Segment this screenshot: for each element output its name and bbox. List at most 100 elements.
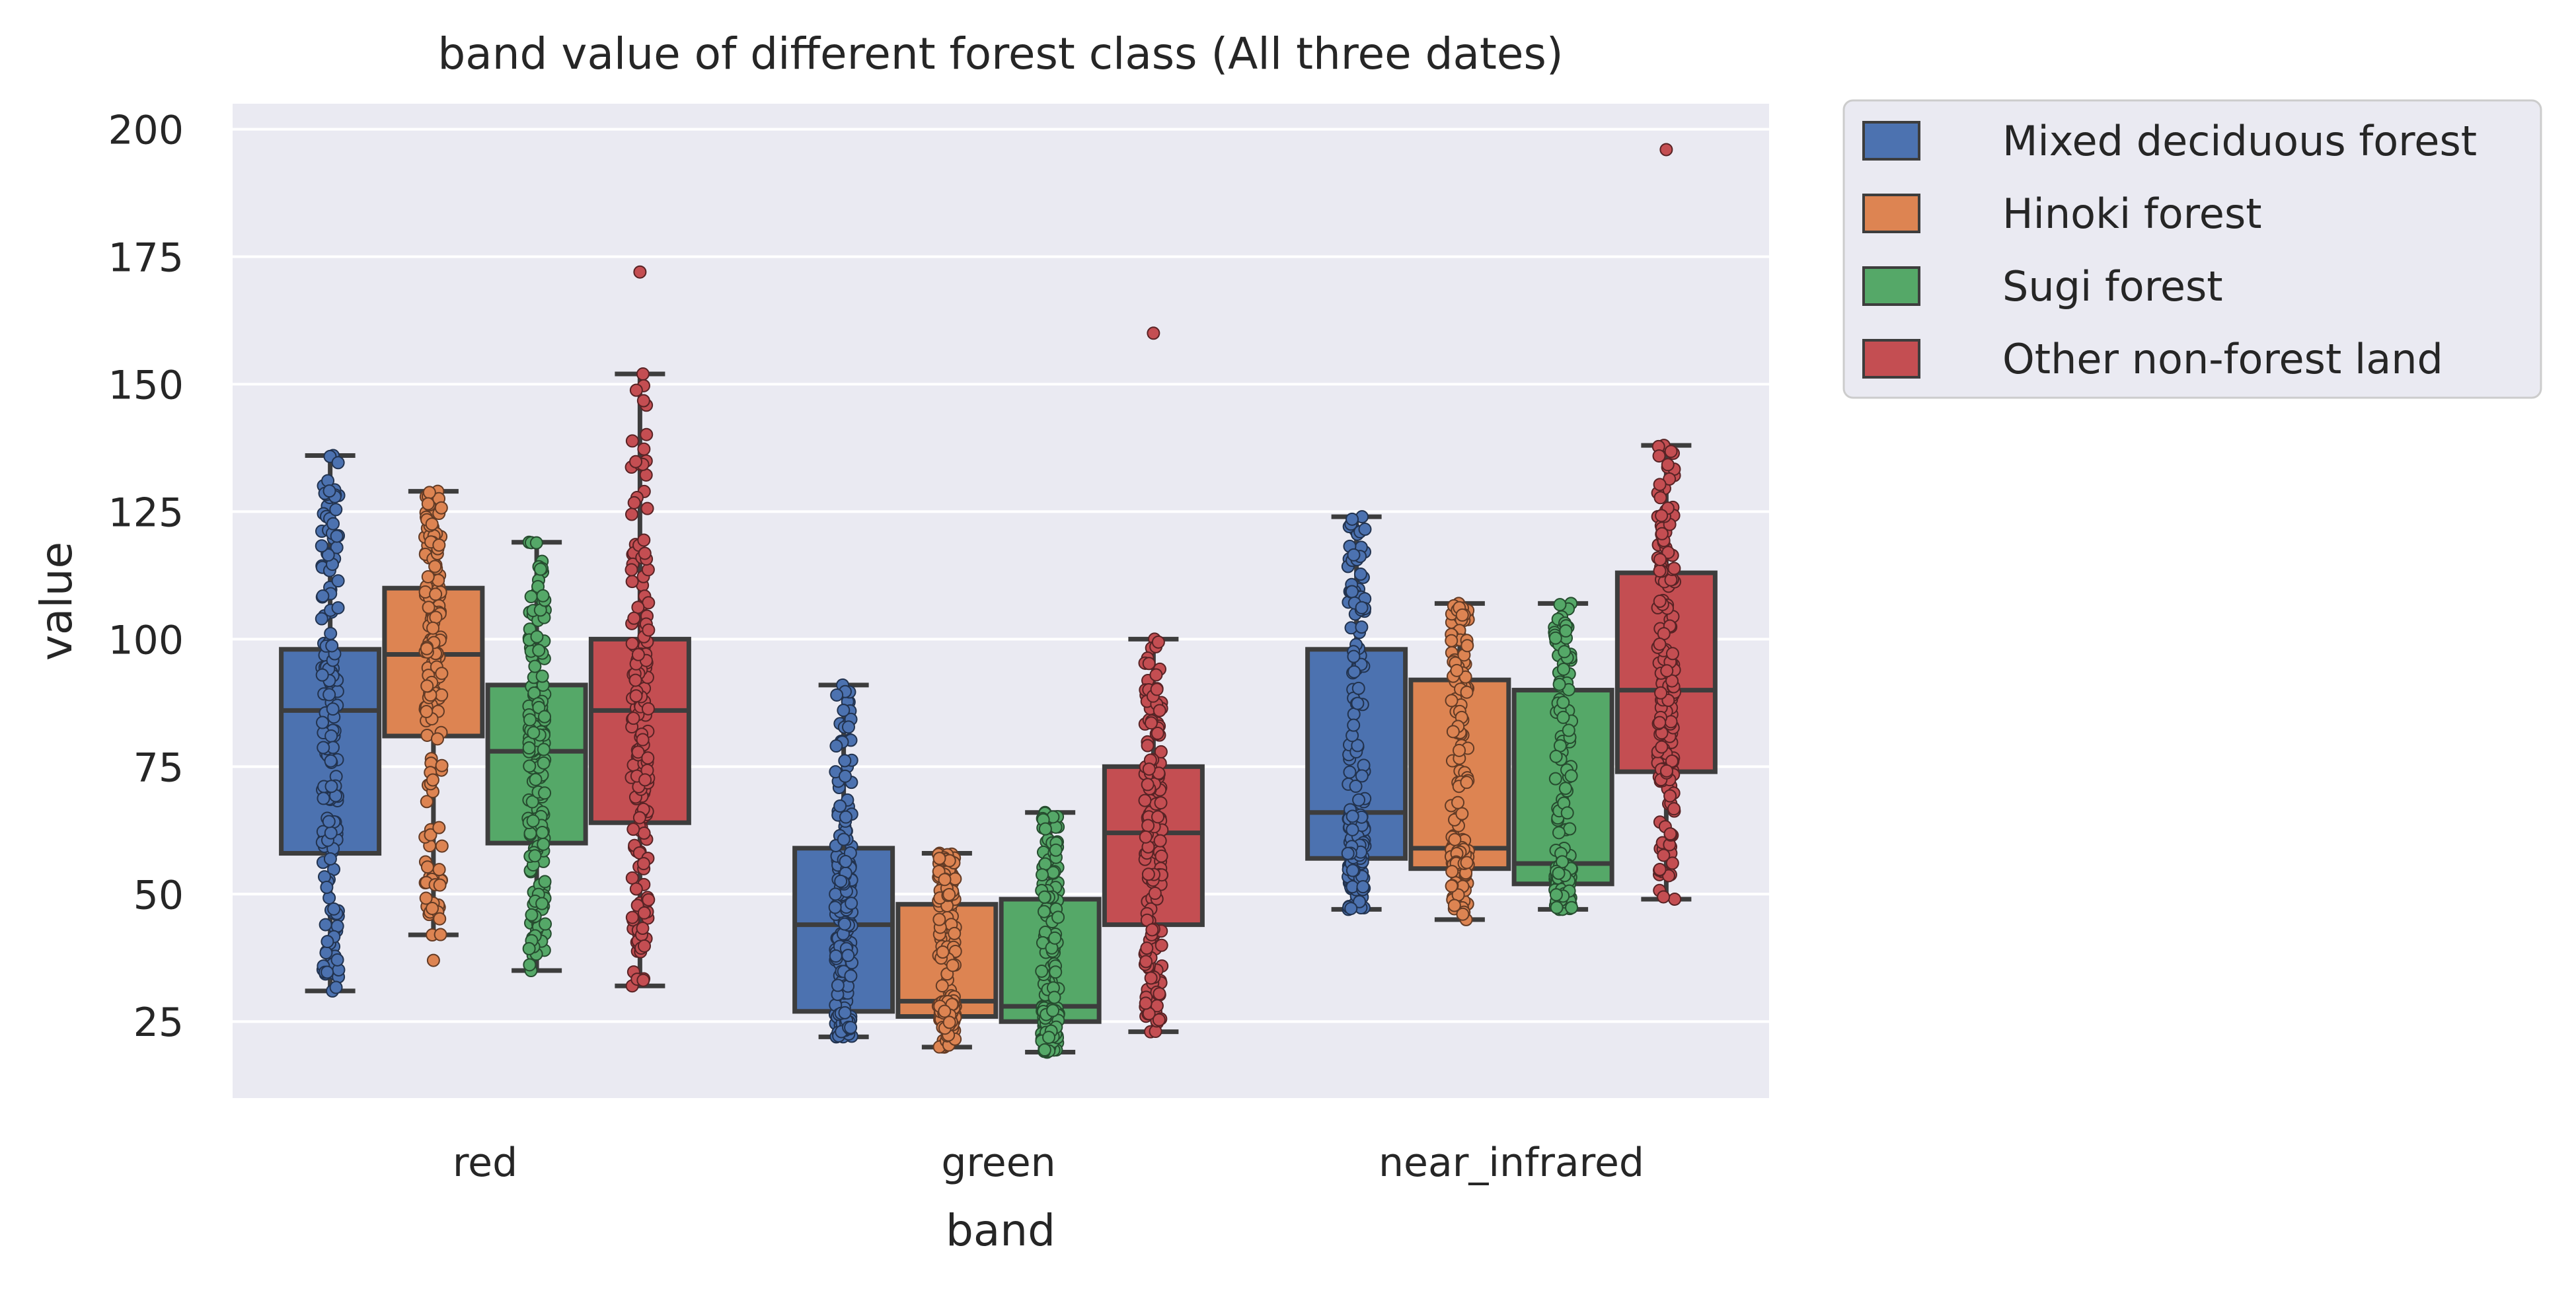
strip-point bbox=[523, 827, 537, 840]
strip-point bbox=[1665, 647, 1679, 661]
strip-point bbox=[942, 888, 956, 902]
strip-point bbox=[1460, 776, 1474, 790]
strip-point bbox=[316, 589, 330, 603]
strip-point bbox=[433, 912, 447, 926]
strip-point bbox=[1549, 749, 1563, 763]
strip-point bbox=[1663, 472, 1677, 486]
strip-point bbox=[324, 780, 338, 793]
strip-point bbox=[1345, 864, 1359, 877]
strip-point bbox=[330, 953, 344, 967]
strip-point bbox=[1552, 677, 1566, 691]
outlier-point bbox=[1147, 326, 1160, 340]
strip-point bbox=[1556, 696, 1570, 710]
strip-point bbox=[526, 814, 540, 828]
strip-point bbox=[1142, 657, 1156, 671]
strip-point bbox=[631, 601, 645, 614]
strip-point bbox=[1038, 822, 1052, 836]
strip-point bbox=[315, 668, 329, 682]
strip-point bbox=[632, 811, 646, 825]
strip-point bbox=[1455, 807, 1469, 821]
strip-point bbox=[1460, 685, 1474, 699]
legend-frame bbox=[1842, 99, 2542, 399]
strip-point bbox=[1558, 645, 1572, 659]
strip-point bbox=[636, 973, 650, 987]
strip-point bbox=[1456, 907, 1470, 921]
strip-point bbox=[535, 669, 549, 683]
strip-point bbox=[430, 732, 444, 746]
strip-point bbox=[1445, 879, 1458, 893]
strip-point bbox=[627, 611, 641, 625]
strip-point bbox=[833, 799, 847, 813]
strip-point bbox=[433, 878, 447, 892]
strip-point bbox=[1548, 772, 1562, 786]
boxes bbox=[279, 143, 1718, 1059]
strip-point bbox=[636, 857, 650, 871]
strip-point bbox=[1140, 941, 1154, 955]
strip-point bbox=[1654, 686, 1668, 700]
strip-point bbox=[426, 902, 439, 916]
strip-point bbox=[1151, 726, 1164, 740]
strip-point bbox=[1046, 1004, 1060, 1017]
strip-point bbox=[629, 882, 643, 896]
strip-point bbox=[629, 383, 643, 397]
x-tick-label: near_infrared bbox=[1379, 1140, 1644, 1186]
strip-point bbox=[432, 821, 446, 834]
strip-point bbox=[327, 902, 341, 916]
strip-point bbox=[932, 912, 946, 926]
strip-point bbox=[1451, 795, 1465, 809]
strip-point bbox=[528, 849, 542, 863]
strip-point bbox=[537, 743, 550, 756]
outlier-point bbox=[1659, 143, 1673, 157]
strip-point bbox=[324, 729, 338, 743]
strip-point bbox=[1653, 491, 1667, 505]
strip-point bbox=[1558, 782, 1572, 795]
strip-point bbox=[1037, 904, 1051, 918]
strip-point bbox=[830, 688, 844, 702]
strip-point bbox=[1663, 789, 1677, 803]
strip-point bbox=[537, 756, 550, 770]
strip-point bbox=[323, 852, 337, 865]
strip-point bbox=[838, 917, 852, 931]
strip-point bbox=[424, 828, 437, 842]
y-tick-label: 100 bbox=[108, 617, 184, 663]
strip-point bbox=[1344, 902, 1358, 916]
strip-point bbox=[631, 647, 645, 661]
legend-label: Hinoki forest bbox=[2002, 190, 2262, 238]
strip-point bbox=[1667, 802, 1681, 816]
strip-point bbox=[1154, 796, 1168, 810]
strip-point bbox=[1148, 887, 1162, 901]
strip-point bbox=[627, 496, 641, 509]
strip-point bbox=[841, 720, 855, 734]
strip-point bbox=[1351, 696, 1365, 710]
strip-point bbox=[538, 710, 552, 723]
strip-point bbox=[1036, 868, 1049, 882]
strip-point bbox=[539, 917, 552, 931]
strip-point bbox=[435, 688, 449, 702]
strip-point bbox=[331, 574, 345, 588]
y-tick-label: 25 bbox=[133, 1000, 184, 1046]
strip-point bbox=[1138, 793, 1152, 807]
strip-point bbox=[524, 590, 538, 604]
strip-point bbox=[1145, 923, 1159, 937]
strip-point bbox=[641, 702, 655, 716]
strip-point bbox=[1653, 564, 1667, 578]
strip-point bbox=[1653, 552, 1667, 566]
strip-point bbox=[625, 575, 639, 589]
strip-point bbox=[948, 926, 962, 940]
strip-point bbox=[1665, 674, 1679, 688]
strip-point bbox=[942, 1015, 956, 1029]
strip-point bbox=[1655, 527, 1669, 540]
strip-point bbox=[435, 758, 449, 772]
strip-point bbox=[838, 1006, 852, 1019]
strip-point bbox=[429, 610, 443, 624]
strip-point bbox=[626, 712, 640, 725]
strip-point bbox=[1141, 739, 1155, 753]
strip-point bbox=[638, 939, 652, 953]
strip-point bbox=[631, 745, 645, 759]
strip-point bbox=[1139, 955, 1153, 969]
strip-point bbox=[421, 497, 435, 511]
strip-point bbox=[435, 839, 449, 853]
strip-point bbox=[1564, 769, 1578, 783]
strip-point bbox=[324, 754, 338, 768]
